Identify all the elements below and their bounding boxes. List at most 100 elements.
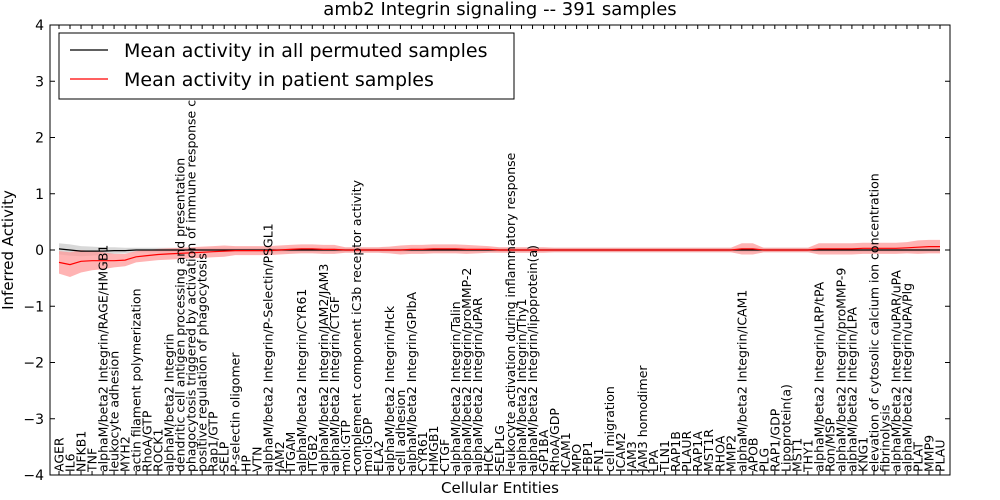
category-label: alphaM/beta2 Integrin/Thy1: [514, 298, 529, 472]
category-label: alphaM/beta2 Integrin/JAM2/JAM3: [316, 264, 331, 472]
category-label: NFKB1: [74, 431, 89, 472]
category-label: TLN1: [657, 440, 672, 473]
category-label: VTN: [250, 446, 265, 472]
category-label: alphaM/beta2 Integrin/GPIbA: [404, 292, 419, 472]
category-label: IL6: [63, 453, 78, 472]
category-label: alphaM/beta2 Integrin/proMMP-9: [833, 268, 848, 472]
category-label: KNG1: [855, 437, 870, 472]
category-label: JAM3 homodimer: [635, 365, 650, 473]
category-label: APOB: [745, 437, 760, 472]
category-label: Ron/MSP: [822, 417, 837, 472]
category-label: MST1: [789, 438, 804, 472]
category-label: alphaM/beta2 Integrin/LPA: [844, 307, 859, 472]
category-label: leukocyte adhesion: [107, 351, 122, 472]
category-label: elevation of cytosolic calcium ion conce…: [866, 173, 881, 472]
category-label: GP1BA: [536, 429, 551, 472]
legend: Mean activity in all permuted samples Me…: [58, 32, 515, 100]
category-label: RAP1/GDP: [767, 408, 782, 472]
category-label: ITGB2: [305, 434, 320, 472]
category-label: actin filament polymerization: [129, 288, 144, 472]
category-label: RhoA/GDP: [547, 408, 562, 472]
category-label: alphaM/beta2 Integrin/lipoprotein(a): [525, 245, 540, 472]
category-label: alphaM/beta2 Integrin/ICAM1: [734, 290, 749, 472]
y-tick-label: −3: [23, 412, 44, 428]
category-label: TNF: [85, 448, 100, 473]
category-label: PLG: [756, 448, 771, 472]
category-label: PLAU: [933, 440, 948, 473]
category-label: dendritic cell antigen processing and pr…: [173, 158, 188, 472]
category-label: mol:GDP: [360, 417, 375, 472]
category-label: HMGB1: [426, 426, 441, 472]
category-label: fibrinolysis: [877, 405, 892, 472]
y-tick-label: 3: [35, 74, 44, 90]
category-label: PLAT: [911, 442, 926, 472]
x-axis-label: Cellular Entities: [441, 479, 559, 497]
y-tick-label: 2: [35, 131, 44, 147]
category-label: alphaM/beta2 Integrin/RAGE/HMGB1: [96, 245, 111, 472]
category-label: alphaM/beta2 Integrin/Hck: [382, 305, 397, 472]
category-label: alphaM/beta2 Integrin/uPA/Plg: [900, 283, 915, 472]
band-series-1: [59, 239, 940, 277]
series-lines: [58, 246, 940, 266]
y-tick-label: 4: [35, 18, 44, 34]
legend-box: [58, 32, 515, 100]
category-label: MST1R: [701, 429, 716, 472]
category-label: cell adhesion: [393, 390, 408, 472]
category-label: RHOA: [712, 435, 727, 472]
category-label: FN1: [591, 448, 606, 473]
category-label: P-selectin oligomer: [228, 352, 243, 472]
category-label: THY1: [800, 439, 815, 473]
category-label: ROCK1: [151, 429, 166, 472]
category-label: positive regulation of phagocytosis: [195, 253, 210, 472]
category-label: SELPLG: [492, 425, 507, 472]
legend-entry-permuted: Mean activity in all permuted samples: [124, 40, 487, 62]
category-label: MYH2: [118, 436, 133, 472]
category-label: CTGF: [437, 439, 452, 472]
category-label: Rap1/GTP: [206, 411, 221, 472]
y-axis: −4 −3 −2 −1 0 1 2 3 4: [23, 18, 950, 484]
category-label: alphaM/beta2 Integrin/CTGF: [327, 296, 342, 472]
category-label: alphaM/beta2 Integrin/uPAR/uPA: [889, 270, 904, 472]
category-label: SELP: [217, 441, 232, 472]
category-label: ITGAM: [283, 432, 298, 472]
category-label: mol:GTP: [338, 420, 353, 472]
category-label: MPO: [569, 444, 584, 472]
category-label: alphaM/beta2 Integrin/uPAR: [470, 297, 485, 472]
category-label: AGER: [52, 437, 67, 472]
category-label: cell migration: [602, 386, 617, 472]
category-label: RhoA/GTP: [140, 410, 155, 472]
category-label: ELA2: [371, 440, 386, 472]
category-label: MMP2: [723, 435, 738, 472]
category-label: ICAM2: [613, 432, 628, 472]
chart-title: amb2 Integrin signaling -- 391 samples: [323, 0, 676, 20]
y-tick-label: −4: [23, 468, 44, 484]
category-label: alphaM/beta2 Integrin/LRP/tPA: [811, 281, 826, 472]
y-tick-label: 0: [35, 243, 44, 259]
category-label: alphaM/beta2 Integrin/proMMP-2: [459, 268, 474, 472]
category-label: JAM3: [624, 441, 639, 473]
category-label: phagocytosis triggered by activation of …: [184, 35, 199, 472]
line-series-1: [58, 246, 940, 266]
category-label: PLAUR: [679, 431, 694, 472]
category-label: alphaM/beta2 Integrin: [162, 334, 177, 472]
y-tick-label: 1: [35, 187, 44, 203]
category-label: alphaM/beta2 Integrin/P-Selectin/PSGL1: [261, 223, 276, 472]
category-label: FBP1: [580, 441, 595, 472]
category-label: complement component iC3b receptor activ…: [349, 179, 364, 472]
category-label: Lipoprotein(a): [778, 384, 793, 472]
category-label: MMP9: [922, 435, 937, 472]
category-label: JAM2: [272, 441, 287, 473]
category-label: alphaM/beta2 Integrin/Talin: [448, 301, 463, 472]
category-label: HP: [239, 455, 254, 472]
y-tick-label: −1: [23, 299, 44, 315]
y-axis-label: Inferred Activity: [0, 190, 17, 310]
y-tick-label: −2: [23, 356, 44, 372]
category-label: HCK: [481, 445, 496, 472]
x-axis-ticks: [58, 25, 941, 475]
legend-entry-patient: Mean activity in patient samples: [124, 69, 434, 91]
category-label: CYR61: [415, 431, 430, 472]
category-label: alphaM/beta2 Integrin/CYR61: [294, 289, 309, 472]
category-label: leukocyte activation during inflammatory…: [503, 152, 518, 472]
